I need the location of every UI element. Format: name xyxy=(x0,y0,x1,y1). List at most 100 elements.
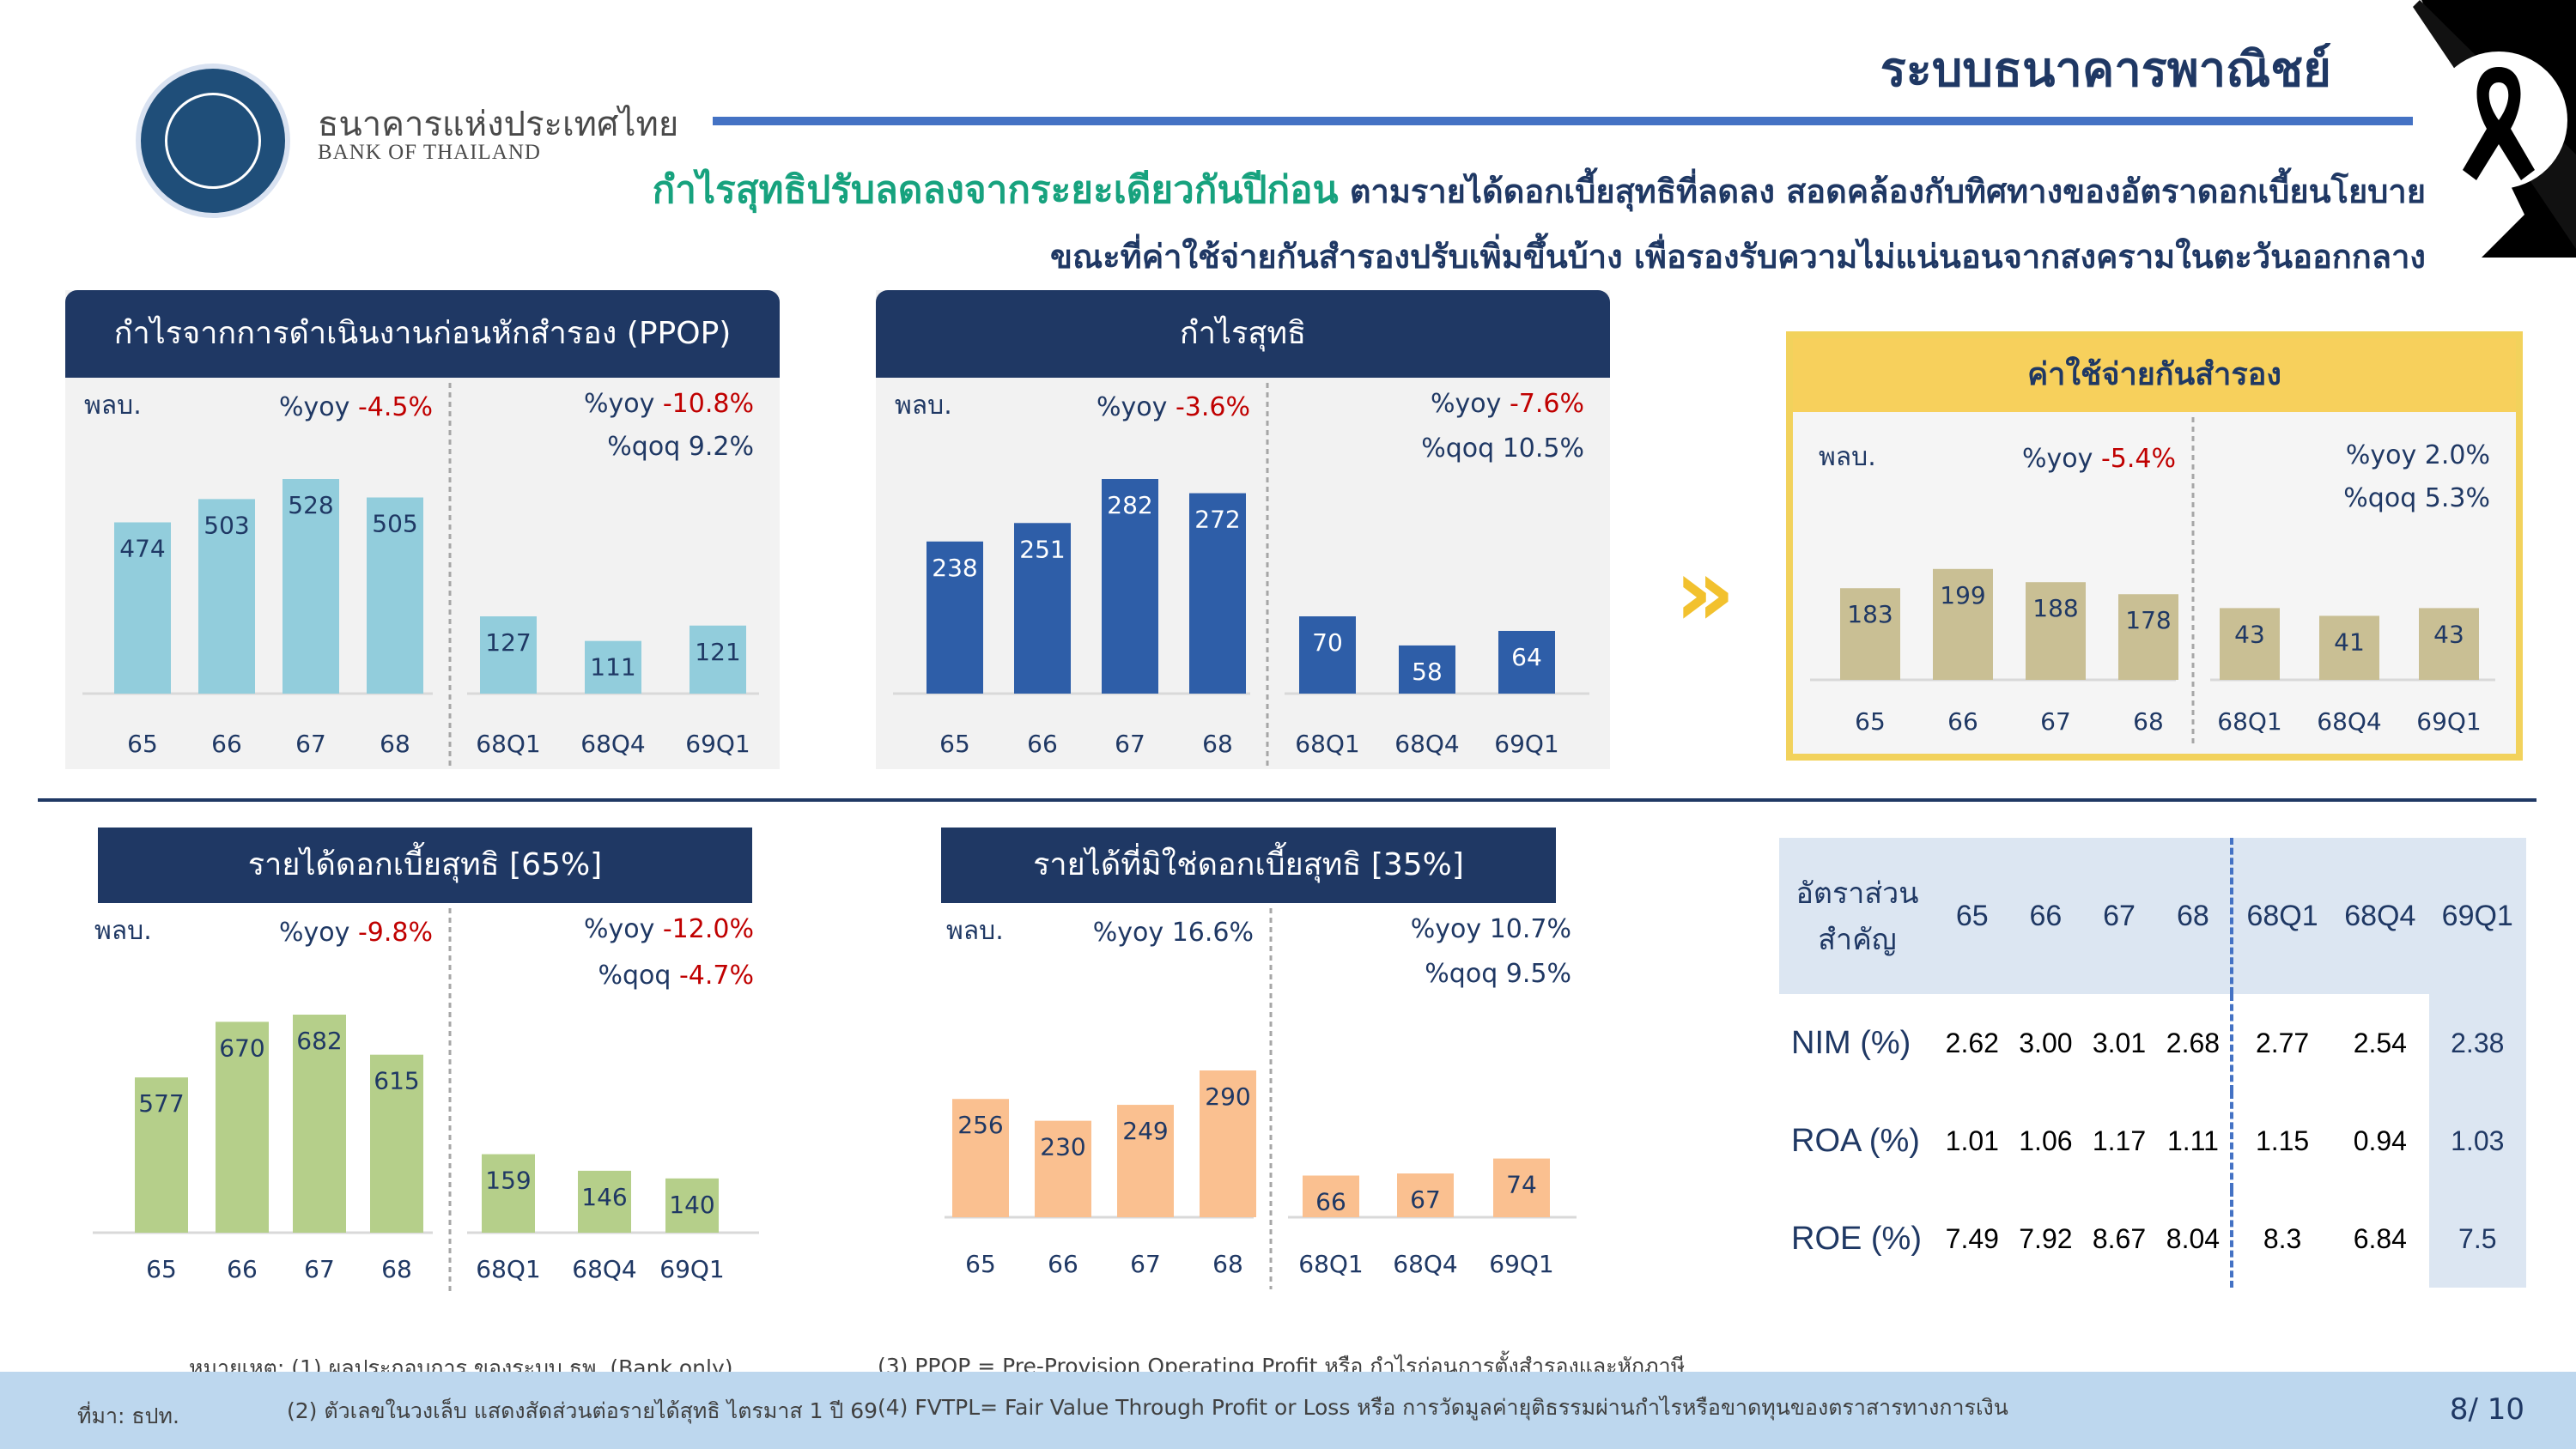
nonii-chart: พลบ. %yoy 16.6% %yoy 10.7% %qoq 9.5% 256 65 23… xyxy=(945,908,1577,1289)
ratio-cell: 8.67 xyxy=(2092,1222,2147,1254)
ratio-row-label: ROA (%) xyxy=(1791,1122,1920,1159)
tick-label: 68Q4 xyxy=(580,730,645,758)
bar xyxy=(578,1170,631,1233)
bar xyxy=(293,1015,346,1233)
data-label: 577 xyxy=(138,1089,184,1118)
bar xyxy=(2118,594,2178,680)
headline-highlight: กำไรสุทธิปรับลดลงจากระยะเดียวกันปีก่อน xyxy=(652,168,1339,212)
bar xyxy=(1840,588,1900,680)
ratio-cell: 8.04 xyxy=(2166,1222,2221,1254)
tick-label: 68Q1 xyxy=(1295,730,1359,758)
data-label: 474 xyxy=(119,535,165,563)
ratio-cell-latest: 7.5 xyxy=(2428,1190,2526,1288)
ratio-cell: 6.84 xyxy=(2353,1222,2407,1254)
ppop-chart: พลบ. %yoy -4.5% %yoy -10.8% %qoq 9.2% 474 65 5… xyxy=(82,383,759,769)
ratio-col-header: 68Q4 xyxy=(2331,838,2429,994)
ratio-cell: 7.49 xyxy=(1945,1222,1999,1254)
ratio-cell: 3.00 xyxy=(2019,1027,2073,1058)
annual-yoy-label: %yoy 16.6% xyxy=(1093,918,1254,948)
netprofit-chart-title: กำไรสุทธิ xyxy=(876,290,1610,378)
tick-label: 68 xyxy=(1202,730,1233,758)
mourning-ribbon-icon xyxy=(2413,0,2576,258)
tick-label: 65 xyxy=(1855,707,1886,736)
bar xyxy=(690,625,746,694)
footer-bar xyxy=(0,1372,2576,1449)
bar xyxy=(216,1022,269,1233)
data-label: 290 xyxy=(1205,1082,1250,1111)
tick-label: 66 xyxy=(1947,707,1978,736)
bar xyxy=(283,479,339,694)
quarter-yoy-label: %yoy 2.0% xyxy=(2346,440,2490,470)
tick-label: 69Q1 xyxy=(1489,1250,1553,1278)
data-label: 230 xyxy=(1040,1133,1085,1161)
ratio-row-label: NIM (%) xyxy=(1791,1024,1911,1061)
tick-label: 67 xyxy=(295,730,326,758)
tick-label: 67 xyxy=(2040,707,2071,736)
double-chevron-right-icon: » xyxy=(1674,537,1736,647)
tick-label: 65 xyxy=(127,730,158,758)
unit-label: พลบ. xyxy=(1819,442,1876,472)
data-label: 670 xyxy=(219,1034,264,1062)
bar xyxy=(135,1077,188,1233)
data-label: 238 xyxy=(932,554,977,582)
annual-yoy-label: %yoy -9.8% xyxy=(279,918,433,948)
table-row: ROA (%) 1.01 1.06 1.17 1.11 1.15 0.94 1.… xyxy=(1779,1092,2526,1190)
ratio-cell: 2.68 xyxy=(2166,1027,2221,1058)
bar xyxy=(1397,1173,1454,1217)
bank-name-th: ธนาคารแห่งประเทศไทย xyxy=(318,105,679,144)
provision-chart: พลบ. %yoy -5.4% %yoy 2.0% %qoq 5.3% 183 65 199… xyxy=(1810,417,2495,747)
ratio-cell-latest: 2.38 xyxy=(2428,994,2526,1092)
tick-label: 68 xyxy=(1212,1250,1243,1278)
data-label: 256 xyxy=(957,1111,1003,1139)
tick-label: 66 xyxy=(227,1255,258,1283)
tick-label: 65 xyxy=(939,730,970,758)
bar xyxy=(480,616,537,694)
tick-label: 65 xyxy=(146,1255,177,1283)
tick-label: 66 xyxy=(1027,730,1058,758)
data-label: 505 xyxy=(372,510,417,538)
ratio-col-header: 66 xyxy=(2008,838,2083,994)
bar xyxy=(2419,608,2479,680)
ratio-table-title: อัตราส่วน สำคัญ xyxy=(1779,838,1935,994)
data-label: 178 xyxy=(2125,606,2171,634)
unit-label: พลบ. xyxy=(94,916,152,946)
ratio-col-header: 68 xyxy=(2155,838,2233,994)
bar xyxy=(1014,523,1071,694)
key-ratios-table: อัตราส่วน สำคัญ 65 66 67 68 68Q1 68Q4 69Q… xyxy=(1779,838,2526,1288)
tick-label: 68Q4 xyxy=(2317,707,2381,736)
data-label: 251 xyxy=(1019,535,1065,563)
tick-label: 65 xyxy=(965,1250,996,1278)
bar xyxy=(2220,608,2280,680)
page-number: 8/ 10 xyxy=(2449,1392,2524,1427)
quarter-qoq-label: %qoq 5.3% xyxy=(2343,483,2490,513)
quarter-qoq-label: %qoq 9.2% xyxy=(607,432,754,462)
bar xyxy=(1189,493,1246,694)
ratio-cell: 2.77 xyxy=(2230,994,2332,1092)
bar xyxy=(1299,616,1356,694)
source-note: ที่มา: ธปท. xyxy=(77,1404,179,1428)
data-label: 66 xyxy=(1315,1187,1346,1216)
quarter-yoy-label: %yoy -12.0% xyxy=(584,914,754,944)
data-label: 146 xyxy=(581,1183,627,1211)
ratio-cell: 8.3 xyxy=(2230,1190,2332,1288)
ppop-chart-title: กำไรจากการดำเนินงานก่อนหักสำรอง (PPOP) xyxy=(65,290,780,378)
tick-label: 66 xyxy=(1048,1250,1078,1278)
annual-yoy-label: %yoy -3.6% xyxy=(1097,392,1250,422)
tick-label: 68Q1 xyxy=(2217,707,2281,736)
footnote-4: (4) FVTPL= Fair Value Through Profit or … xyxy=(878,1395,2008,1420)
bar xyxy=(1498,630,1555,694)
bar xyxy=(1117,1105,1174,1217)
bar xyxy=(2026,582,2086,680)
tick-label: 68Q1 xyxy=(476,1255,540,1283)
data-label: 282 xyxy=(1107,491,1152,519)
data-label: 272 xyxy=(1194,506,1240,534)
unit-label: พลบ. xyxy=(946,916,1004,946)
bar xyxy=(198,499,255,694)
table-row: ROE (%) 7.49 7.92 8.67 8.04 8.3 6.84 7.5 xyxy=(1779,1190,2526,1288)
tick-label: 67 xyxy=(1130,1250,1161,1278)
data-label: 140 xyxy=(669,1191,714,1219)
tick-label: 68Q4 xyxy=(572,1255,636,1283)
data-label: 67 xyxy=(1410,1185,1441,1214)
bot-logo xyxy=(136,64,290,218)
provision-chart-title: ค่าใช้จ่ายกันสำรอง xyxy=(1793,338,2516,412)
